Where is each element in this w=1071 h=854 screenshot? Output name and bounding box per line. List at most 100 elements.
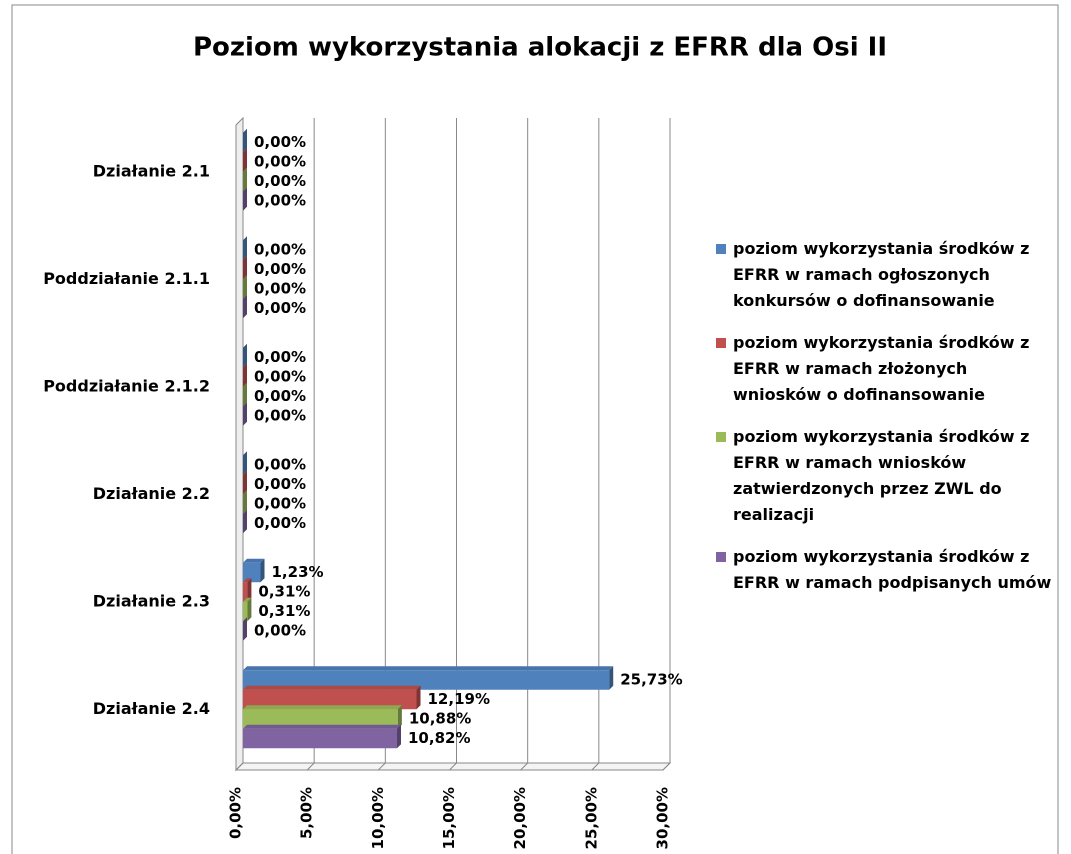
- bar: [243, 670, 610, 690]
- grid-line-depth: [520, 762, 529, 771]
- legend-label: poziom wykorzystania środków z EFRR w ra…: [733, 547, 1052, 592]
- legend-swatch: [716, 244, 726, 254]
- bar-top: [243, 578, 252, 583]
- y-tick-label: Działanie 2.3: [93, 591, 210, 610]
- bar: [243, 709, 398, 729]
- bar-side: [243, 128, 247, 153]
- grid-line-depth: [377, 762, 386, 771]
- data-label: 25,73%: [620, 671, 682, 689]
- x-tick-label: 15,00%: [440, 787, 458, 849]
- bar-side: [243, 451, 247, 475]
- data-label: 12,19%: [428, 690, 490, 708]
- legend-entry: poziom wykorzystania środków z EFRR w ra…: [716, 330, 1056, 408]
- x-tick-label: 10,00%: [369, 787, 387, 849]
- legend-label: poziom wykorzystania środków z EFRR w ra…: [733, 239, 1030, 310]
- x-tick-label: 20,00%: [511, 787, 529, 849]
- data-label: 0,00%: [254, 241, 306, 259]
- bar-top: [243, 597, 252, 602]
- legend-swatch: [716, 432, 726, 442]
- x-tick-label: 5,00%: [298, 787, 316, 839]
- bar-side: [247, 578, 252, 602]
- data-label: 0,00%: [254, 368, 306, 386]
- grid-line-depth: [591, 762, 600, 771]
- bar-side: [247, 597, 252, 622]
- bar-side: [243, 470, 247, 495]
- bar-side: [243, 236, 247, 260]
- data-label: 0,00%: [254, 407, 306, 425]
- bar-side: [397, 724, 402, 749]
- chart-title: Poziom wykorzystania alokacji z EFRR dla…: [193, 33, 887, 63]
- data-label: 0,00%: [254, 514, 306, 532]
- legend-label: poziom wykorzystania środków z EFRR w ra…: [733, 427, 1030, 524]
- bar-side: [243, 617, 247, 641]
- data-label: 0,00%: [254, 280, 306, 298]
- bar-top: [243, 666, 614, 671]
- bar: [243, 689, 417, 710]
- bar-side: [243, 255, 247, 280]
- bar-side: [243, 509, 247, 534]
- bar-side: [243, 490, 247, 514]
- data-label: 0,31%: [258, 583, 310, 601]
- data-label: 10,82%: [408, 729, 470, 747]
- data-label: 0,00%: [254, 192, 306, 210]
- bar-side: [609, 666, 614, 690]
- y-tick-label: Działanie 2.1: [93, 161, 210, 180]
- bar: [243, 582, 248, 602]
- legend-swatch: [716, 552, 726, 562]
- data-label: 0,00%: [254, 299, 306, 317]
- data-label: 0,00%: [254, 153, 306, 171]
- data-label: 0,00%: [254, 133, 306, 151]
- data-label: 0,31%: [258, 602, 310, 620]
- legend-entry: poziom wykorzystania środków z EFRR w ra…: [716, 544, 1056, 596]
- y-tick-label: Poddziałanie 2.1.1: [43, 269, 210, 288]
- bar-top: [243, 685, 421, 690]
- legend-swatch: [716, 338, 726, 348]
- chart-frame: [11, 4, 1059, 854]
- x-tick-label: 30,00%: [654, 787, 672, 849]
- data-label: 0,00%: [254, 260, 306, 278]
- grid-line-depth: [235, 762, 244, 771]
- side-wall: [235, 116, 244, 772]
- bar: [243, 601, 248, 622]
- bar-top: [243, 558, 265, 563]
- bar-side: [416, 685, 421, 710]
- data-label: 0,00%: [254, 387, 306, 405]
- grid-line-depth: [662, 762, 671, 771]
- bar-top: [243, 705, 402, 710]
- data-label: 0,00%: [254, 172, 306, 190]
- bar-side: [243, 294, 247, 319]
- data-label: 0,00%: [254, 475, 306, 493]
- legend-label: poziom wykorzystania środków z EFRR w ra…: [733, 333, 1030, 404]
- y-tick-label: Działanie 2.2: [93, 484, 210, 503]
- data-label: 0,00%: [254, 495, 306, 513]
- y-tick-label: Poddziałanie 2.1.2: [43, 376, 210, 395]
- legend: poziom wykorzystania środków z EFRR w ra…: [716, 236, 1056, 612]
- y-tick-label: Działanie 2.4: [93, 699, 210, 718]
- bar: [243, 728, 398, 749]
- data-label: 10,88%: [409, 710, 471, 728]
- bar-side: [243, 187, 247, 211]
- grid-line-depth: [449, 762, 457, 771]
- data-label: 0,00%: [254, 348, 306, 366]
- bar: [243, 562, 261, 583]
- x-tick-label: 0,00%: [227, 787, 245, 839]
- x-tick-label: 25,00%: [582, 787, 600, 849]
- data-label: 0,00%: [254, 622, 306, 640]
- bar-side: [243, 148, 247, 172]
- bar-top: [243, 724, 402, 729]
- data-label: 0,00%: [254, 456, 306, 474]
- bar-side: [243, 402, 247, 426]
- bar-side: [243, 382, 247, 407]
- bar-side: [243, 343, 247, 368]
- bar-side: [243, 363, 247, 387]
- bar-side: [243, 275, 247, 299]
- data-label: 1,23%: [272, 563, 324, 581]
- grid-line-depth: [306, 762, 315, 771]
- legend-entry: poziom wykorzystania środków z EFRR w ra…: [716, 424, 1056, 528]
- bar-side: [397, 705, 402, 729]
- bar-side: [243, 167, 247, 192]
- bar-side: [260, 558, 265, 583]
- legend-entry: poziom wykorzystania środków z EFRR w ra…: [716, 236, 1056, 314]
